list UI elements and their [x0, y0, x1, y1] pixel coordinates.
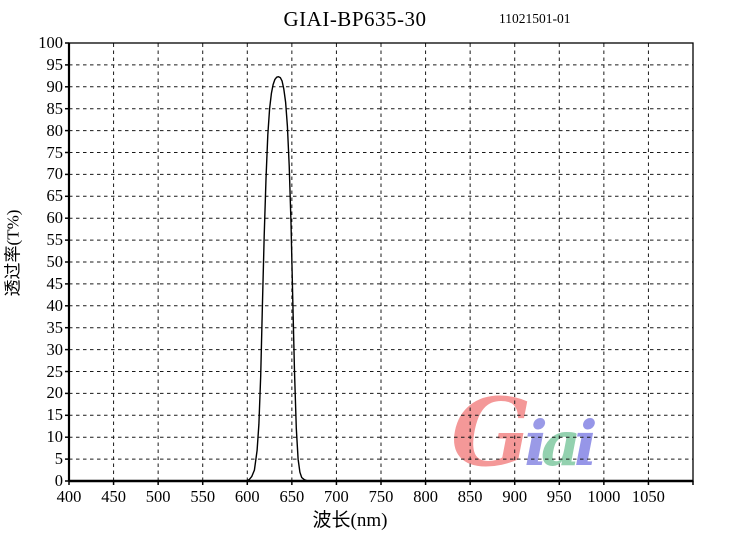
y-tick-label: 60: [46, 208, 64, 228]
x-tick-label: 1050: [631, 487, 665, 506]
y-tick-label: 45: [46, 273, 64, 293]
plot-border: [68, 42, 694, 482]
x-tick-label: 800: [413, 487, 438, 506]
transmittance-curve: [68, 76, 694, 482]
y-tick-label: 0: [54, 471, 63, 490]
y-tick-label: 25: [46, 361, 64, 381]
x-tick-label: 500: [145, 487, 171, 506]
y-tick-label: 20: [46, 383, 64, 403]
chart-code: 11021501-01: [499, 11, 571, 26]
y-axis-label: 透过率(T%): [3, 209, 23, 297]
x-axis-label: 波长(nm): [312, 510, 388, 531]
y-tick-label: 5: [54, 449, 63, 469]
y-tick-label: 35: [46, 317, 64, 337]
x-tick-label: 600: [234, 487, 260, 506]
x-tick-label: 650: [279, 487, 305, 506]
x-tick-label: 700: [324, 487, 349, 506]
x-tick-label: 550: [190, 487, 216, 506]
y-tick-label: 90: [46, 76, 64, 96]
x-tick-label: 900: [502, 487, 528, 506]
chart-title: GIAI-BP635-30: [283, 7, 427, 31]
y-tick-label: 50: [46, 252, 64, 271]
y-tick-label: 85: [46, 98, 64, 118]
x-tick-label: 450: [101, 487, 126, 506]
y-tick-label: 55: [46, 230, 64, 250]
y-tick-label: 10: [46, 427, 64, 447]
y-tick-label: 70: [46, 164, 64, 184]
y-tick-label: 40: [46, 295, 64, 315]
x-tick-label: 400: [56, 487, 82, 506]
y-tick-label: 65: [46, 186, 64, 206]
x-tick-label: 1000: [587, 487, 621, 506]
y-tick-label: 15: [46, 405, 64, 425]
y-tick-label: 30: [46, 339, 64, 359]
y-tick-label: 100: [38, 33, 63, 52]
x-tick-label: 950: [546, 487, 572, 506]
logo-letter: G: [451, 378, 532, 488]
y-tick-label: 95: [46, 54, 64, 74]
y-tick-label: 75: [46, 142, 64, 162]
logo-letter: i: [574, 407, 598, 480]
y-tick-label: 80: [46, 120, 64, 140]
x-tick-label: 750: [368, 487, 394, 506]
x-tick-label: 850: [457, 487, 483, 506]
